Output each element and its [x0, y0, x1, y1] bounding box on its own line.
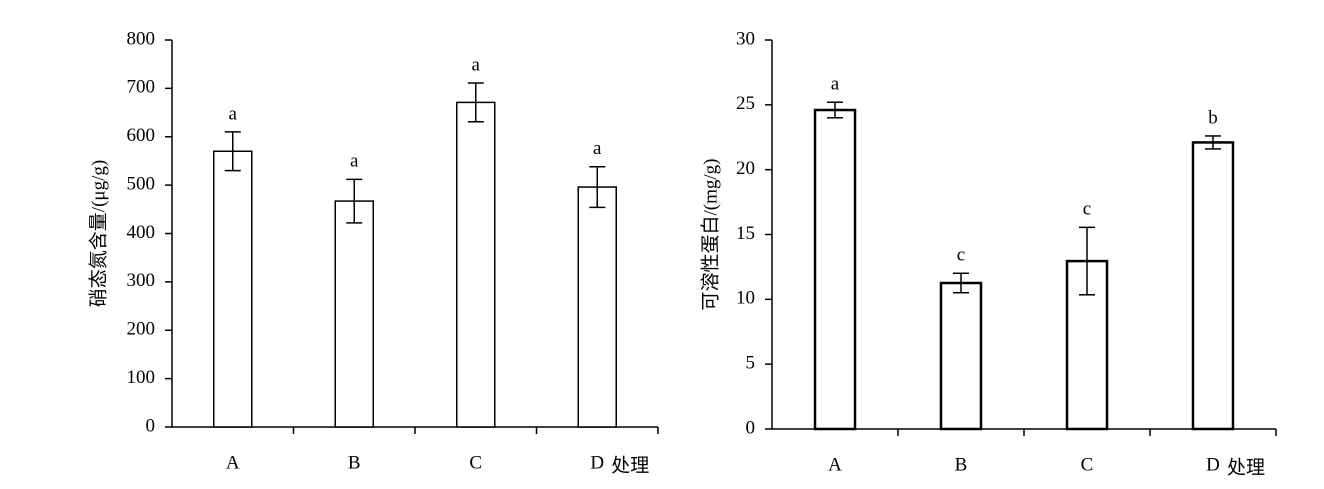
significance-letter: a: [350, 151, 359, 172]
y-tick-label: 800: [127, 28, 156, 49]
bar: [334, 200, 374, 428]
x-tick-label: B: [348, 452, 361, 473]
significance-letter: c: [957, 245, 965, 266]
y-tick-label: 700: [127, 77, 156, 98]
y-tick-label: 10: [736, 288, 755, 309]
y-tick-label: 25: [736, 93, 755, 114]
y-tick-label: 30: [736, 28, 755, 49]
significance-letter: a: [593, 138, 602, 159]
y-tick-label: 100: [127, 367, 156, 388]
x-tick-label: B: [955, 454, 968, 475]
y-tick-label: 600: [127, 125, 156, 146]
significance-letter: a: [229, 103, 238, 124]
x-tick-label: C: [1081, 454, 1094, 475]
bar: [1191, 141, 1235, 431]
y-tick-label: 20: [736, 158, 755, 179]
significance-letter: a: [472, 54, 481, 75]
bar: [213, 150, 253, 428]
y-tick-label: 5: [746, 353, 756, 374]
x-tick-label: C: [469, 452, 482, 473]
y-tick-label: 200: [127, 319, 156, 340]
x-axis-label: 处理: [611, 454, 649, 476]
bar: [456, 101, 496, 428]
significance-letter: a: [831, 74, 840, 95]
y-tick-label: 300: [127, 270, 156, 291]
y-axis-label: 可溶性蛋白/(mg/g): [699, 159, 721, 311]
y-tick-label: 15: [736, 223, 755, 244]
y-tick-label: 0: [746, 417, 756, 438]
bar: [939, 281, 983, 431]
y-axis-label: 硝态氮含量/(μg/g): [87, 160, 109, 307]
x-tick-label: A: [226, 452, 240, 473]
y-tick-label: 500: [127, 173, 156, 194]
x-tick-label: D: [1206, 454, 1220, 475]
significance-letter: c: [1083, 199, 1091, 220]
x-axis-label: 处理: [1227, 456, 1265, 478]
x-tick-label: A: [828, 454, 842, 475]
bar: [813, 108, 857, 431]
bar: [577, 186, 617, 428]
significance-letter: b: [1208, 107, 1218, 128]
y-tick-label: 0: [146, 415, 156, 436]
x-tick-label: D: [590, 452, 604, 473]
y-tick-label: 400: [127, 222, 156, 243]
